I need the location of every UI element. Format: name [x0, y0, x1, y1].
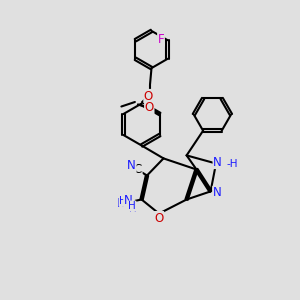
Text: -H: -H: [226, 159, 238, 169]
Text: N: N: [213, 155, 222, 169]
Text: O: O: [145, 101, 154, 114]
Text: H: H: [128, 201, 136, 211]
Text: C: C: [134, 163, 142, 176]
Text: N: N: [213, 186, 222, 200]
Text: N: N: [127, 159, 136, 172]
Text: O: O: [154, 212, 164, 225]
Text: F: F: [158, 33, 164, 46]
Text: N: N: [124, 194, 133, 208]
Text: NH: NH: [117, 196, 134, 210]
Text: H: H: [119, 196, 127, 206]
Text: O: O: [144, 89, 153, 103]
Text: H: H: [129, 203, 136, 214]
